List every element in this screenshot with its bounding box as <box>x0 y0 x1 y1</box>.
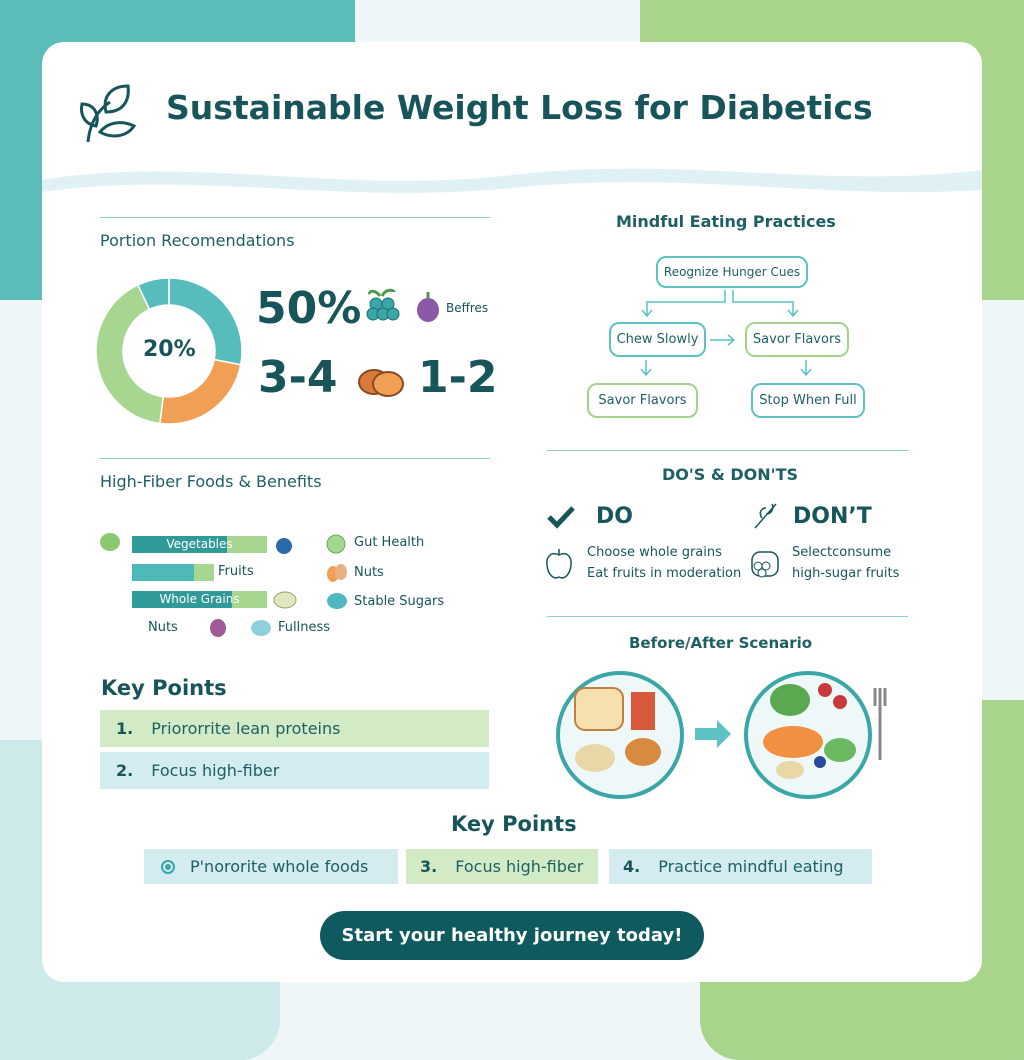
gut-health-icon <box>326 534 346 554</box>
flow-node-savor-flavors: Savor Flavors <box>745 322 849 357</box>
do-label: DO <box>596 504 633 529</box>
donut-segment-2 <box>159 358 242 425</box>
scenario-heading: Before/After Scenario <box>629 634 813 652</box>
wave-divider <box>42 168 982 193</box>
stat-3-4: 3-4 <box>258 352 338 403</box>
donut-center-label: 20% <box>143 337 196 362</box>
portion-donut-chart <box>95 277 243 425</box>
key-point-1: 1. Priororrite lean proteins <box>100 710 489 747</box>
donut-segment-4 <box>136 277 170 311</box>
bottom-key-point-3: 3. Focus high-fiber <box>406 849 598 884</box>
stat-50-percent: 50% <box>256 283 362 334</box>
divider <box>100 217 490 218</box>
dont-label: DON’T <box>793 504 872 529</box>
start-journey-button[interactable]: Start your healthy journey today! <box>320 911 704 960</box>
benefit-nuts: Nuts <box>354 565 384 580</box>
divider <box>100 458 490 459</box>
after-plate <box>744 671 872 799</box>
do-item-1: Choose whole grains <box>587 545 722 560</box>
benefit-gut-health: Gut Health <box>354 535 425 550</box>
dont-item-2: high-sugar fruits <box>792 566 900 581</box>
fiber-bar-fruits <box>132 564 214 581</box>
grain-icon <box>273 591 297 609</box>
raspberry-icon <box>210 619 226 637</box>
flow-node-stop-when-full: Stop When Full <box>751 383 865 418</box>
fullness-icon <box>251 620 271 636</box>
flow-arrows <box>640 290 812 377</box>
fork-icon <box>873 688 887 760</box>
almond-icon <box>327 564 347 582</box>
key-point-2: 2. Focus high-fiber <box>100 752 489 789</box>
benefit-fullness: Fullness <box>278 620 331 635</box>
fiber-heading: High-Fiber Foods & Benefits <box>100 472 322 491</box>
wheat-icon <box>754 503 777 529</box>
page-title: Sustainable Weight Loss for Diabetics <box>166 88 873 127</box>
leaf-logo-icon <box>80 84 137 143</box>
fiber-bar-vegetables: Vegetables <box>132 536 267 553</box>
berry-icon <box>276 538 292 554</box>
checkmark-icon <box>547 506 575 529</box>
bottom-key-point-4: 4. Practice mindful eating <box>609 849 872 884</box>
before-after-plates <box>556 671 887 799</box>
fiber-bar-whole-grains: Whole Grains <box>132 591 267 608</box>
berries-label: Beffres <box>446 301 489 315</box>
do-item-2: Eat fruits in moderation <box>587 566 742 581</box>
mindful-heading: Mindful Eating Practices <box>616 212 836 231</box>
stable-sugars-icon <box>327 593 347 609</box>
divider <box>547 616 908 617</box>
key-points-heading: Key Points <box>101 676 227 700</box>
blackberry-icon <box>417 292 439 322</box>
arrow-icon <box>695 720 731 748</box>
benefit-stable-sugars: Stable Sugars <box>354 594 445 609</box>
fiber-bar-fruits-label: Fruits <box>218 564 254 579</box>
apple-icon <box>546 549 572 579</box>
bottom-key-points-heading: Key Points <box>451 812 577 836</box>
flow-node-savor-flavors-2: Savor Flavors <box>587 383 698 418</box>
nuts-icon <box>358 369 404 397</box>
divider <box>547 450 908 451</box>
flow-node-chew-slowly: Chew Slowly <box>609 322 706 357</box>
donut-segment-3 <box>95 283 165 425</box>
spinach-icon <box>100 533 120 551</box>
before-plate <box>556 671 684 799</box>
dont-item-1: Selectconsume <box>792 545 892 560</box>
stat-1-2: 1-2 <box>418 352 498 403</box>
radio-icon <box>161 859 175 874</box>
blueberries-icon <box>366 288 400 321</box>
fiber-nuts-label: Nuts <box>148 620 178 635</box>
portion-heading: Portion Recomendations <box>100 231 295 250</box>
bread-grapes-icon <box>751 551 779 578</box>
flow-node-recognize-hunger: Reognize Hunger Cues <box>656 256 808 288</box>
bottom-key-point-1: P'nororite whole foods <box>144 849 398 884</box>
infographic-card <box>42 42 982 982</box>
dos-donts-heading: DO'S & DON'TS <box>662 465 799 484</box>
